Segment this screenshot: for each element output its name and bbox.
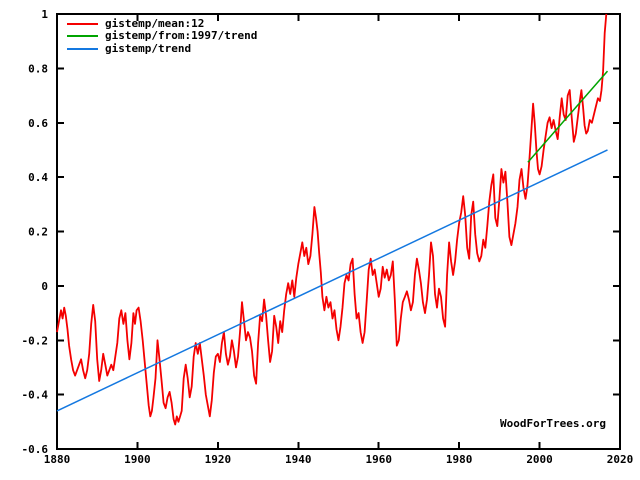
y-tick-label: 0 [41,280,48,293]
y-tick-label: -0.2 [22,334,49,347]
x-tick-label: 2020 [607,453,634,466]
legend-label: gistemp/from:1997/trend [105,29,258,43]
x-tick-label: 1940 [285,453,312,466]
series-0-line [56,13,608,426]
x-tick-label: 1920 [205,453,232,466]
legend-line-sample-blue [67,47,98,50]
legend-line-sample-red [67,23,98,26]
y-tick-label: 0.4 [28,171,48,184]
y-tick-label: -0.6 [22,443,49,456]
legend-line-sample-green [67,35,98,38]
y-tick-label: 0.2 [28,226,48,239]
y-tick-label: 1 [41,8,48,21]
y-tick-label: 0.8 [28,62,48,75]
watermark: WoodForTrees.org [500,417,606,430]
y-tick-label: -0.4 [22,389,49,402]
legend-label: gistemp/mean:12 [105,17,205,31]
x-tick-label: 1960 [365,453,392,466]
series-2-line [56,149,608,412]
x-tick-label: 1880 [44,453,71,466]
legend-label: gistemp/trend [105,41,192,55]
x-tick-label: 2000 [526,453,553,466]
legend-item-from1997-trend: gistemp/from:1997/trend [67,30,257,42]
legend-item-trend: gistemp/trend [67,41,257,55]
chart-legend: gistemp/mean:12 gistemp/from:1997/trend … [67,18,257,55]
legend-item-mean12: gistemp/mean:12 [67,18,257,30]
plot-border [56,13,621,450]
x-tick-label: 1900 [124,453,151,466]
y-tick-label: 0.6 [28,117,48,130]
series-1-line [527,70,609,163]
x-tick-label: 1980 [446,453,473,466]
